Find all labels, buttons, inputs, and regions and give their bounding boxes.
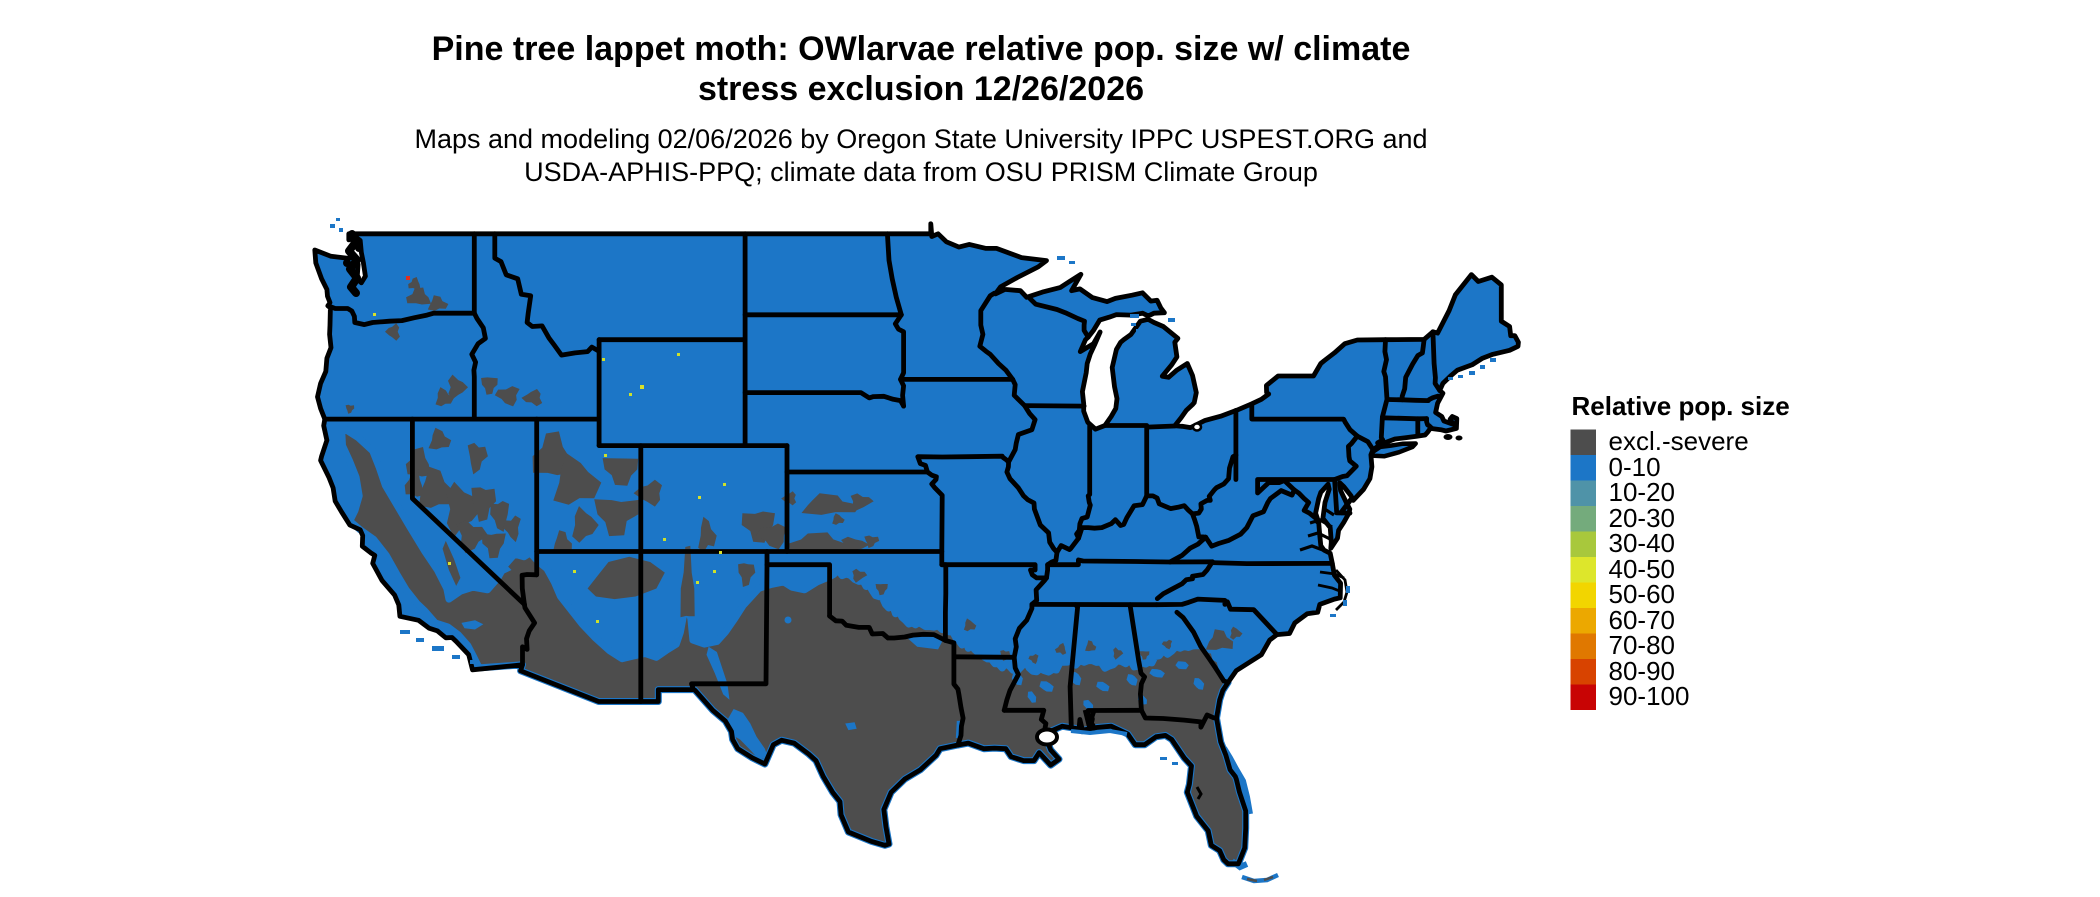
svg-text:20-30: 20-30	[1609, 503, 1676, 533]
svg-text:30-40: 30-40	[1609, 528, 1676, 558]
svg-text:90-100: 90-100	[1609, 681, 1690, 711]
svg-text:excl.-severe: excl.-severe	[1609, 426, 1749, 456]
svg-text:0-10: 0-10	[1609, 452, 1661, 482]
svg-text:Maps and modeling 02/06/2026 b: Maps and modeling 02/06/2026 by Oregon S…	[414, 124, 1427, 154]
svg-text:Pine tree lappet moth: OWlarva: Pine tree lappet moth: OWlarvae relative…	[432, 30, 1411, 68]
svg-text:60-70: 60-70	[1609, 605, 1676, 635]
svg-text:40-50: 40-50	[1609, 554, 1676, 584]
svg-text:10-20: 10-20	[1609, 477, 1676, 507]
svg-text:USDA-APHIS-PPQ; climate data f: USDA-APHIS-PPQ; climate data from OSU PR…	[524, 157, 1318, 187]
svg-text:50-60: 50-60	[1609, 579, 1676, 609]
svg-text:70-80: 70-80	[1609, 630, 1676, 660]
svg-text:Relative pop. size: Relative pop. size	[1572, 391, 1790, 421]
svg-text:stress exclusion 12/26/2026: stress exclusion 12/26/2026	[698, 70, 1144, 108]
svg-text:80-90: 80-90	[1609, 656, 1676, 686]
